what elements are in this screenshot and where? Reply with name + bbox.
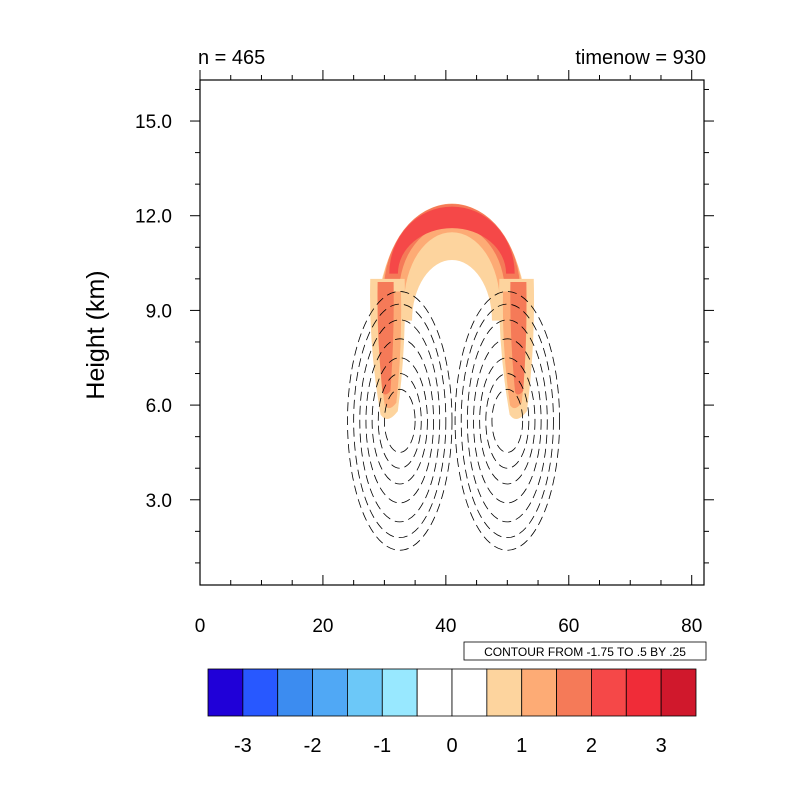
colorbar-swatch — [207, 668, 244, 717]
x-tick-label: 60 — [558, 616, 579, 637]
colorbar-swatch — [591, 668, 627, 717]
negative-contour-0-3 — [365, 338, 434, 504]
negative-contour-1-2 — [479, 357, 536, 485]
x-axis: 0 20 40 60 80 — [195, 70, 702, 637]
negative-contour-0-0 — [383, 388, 416, 453]
colorbar-swatch — [416, 668, 453, 717]
filled-contours — [370, 203, 535, 419]
negative-contour-0-1 — [377, 373, 422, 469]
x-tick-label: 20 — [312, 616, 333, 637]
colorbar-swatch — [242, 668, 279, 717]
contour-info-text: CONTOUR FROM -1.75 TO .5 BY .25 — [484, 645, 686, 659]
y-tick-label: 12.0 — [135, 207, 172, 228]
colorbar-tick-label: -3 — [234, 735, 252, 757]
colorbar-tick-label: 0 — [446, 735, 457, 757]
negative-contour-1-6 — [454, 291, 560, 551]
colorbar-swatch — [660, 668, 697, 717]
fill-region-cap-3 — [389, 206, 515, 274]
y-tick-label: 15.0 — [135, 112, 172, 133]
colorbar-swatch — [347, 668, 383, 717]
colorbar-swatch — [556, 668, 592, 717]
colorbar: -3 -2 -1 0 1 2 3 — [207, 668, 697, 757]
x-tick-label: 40 — [435, 616, 456, 637]
fill-region-limb-8 — [377, 282, 394, 395]
title-left: n = 465 — [198, 47, 265, 69]
y-axis: 3.0 6.0 9.0 12.0 15.0 — [135, 88, 714, 564]
negative-contour-1-4 — [466, 319, 548, 523]
negative-contour-0-5 — [353, 303, 447, 539]
contour-info-box — [463, 641, 707, 661]
colorbar-tick-label: -2 — [304, 735, 322, 757]
negative-contour-0-2 — [371, 357, 428, 485]
colorbar-swatch — [451, 668, 488, 717]
title-right: timenow = 930 — [575, 47, 706, 69]
colorbar-tick-label: 3 — [656, 735, 667, 757]
y-tick-label: 9.0 — [146, 301, 172, 322]
y-axis-label: Height (km) — [82, 270, 110, 399]
colorbar-tick-label: -1 — [373, 735, 391, 757]
y-tick-label: 3.0 — [146, 491, 172, 512]
plot-frame — [199, 79, 705, 586]
y-tick-label: 6.0 — [146, 396, 172, 417]
colorbar-tick-label: 2 — [586, 735, 597, 757]
negative-contour-1-5 — [460, 303, 554, 539]
colorbar-swatch — [312, 668, 348, 717]
x-tick-label: 80 — [681, 616, 702, 637]
negative-contour-1-0 — [491, 388, 524, 453]
negative-contour-1-1 — [485, 373, 530, 469]
negative-contour-1-3 — [473, 338, 542, 504]
x-tick-label: 0 — [195, 616, 206, 637]
colorbar-swatch — [486, 668, 523, 717]
colorbar-swatch — [521, 668, 557, 717]
contour-lines — [347, 291, 560, 551]
colorbar-swatch — [277, 668, 313, 717]
colorbar-swatch — [381, 668, 418, 717]
colorbar-tick-label: 1 — [516, 735, 527, 757]
negative-contour-0-6 — [347, 291, 453, 551]
colorbar-swatch — [625, 668, 662, 717]
fill-region-limb-9 — [510, 282, 527, 395]
negative-contour-0-4 — [359, 319, 441, 523]
